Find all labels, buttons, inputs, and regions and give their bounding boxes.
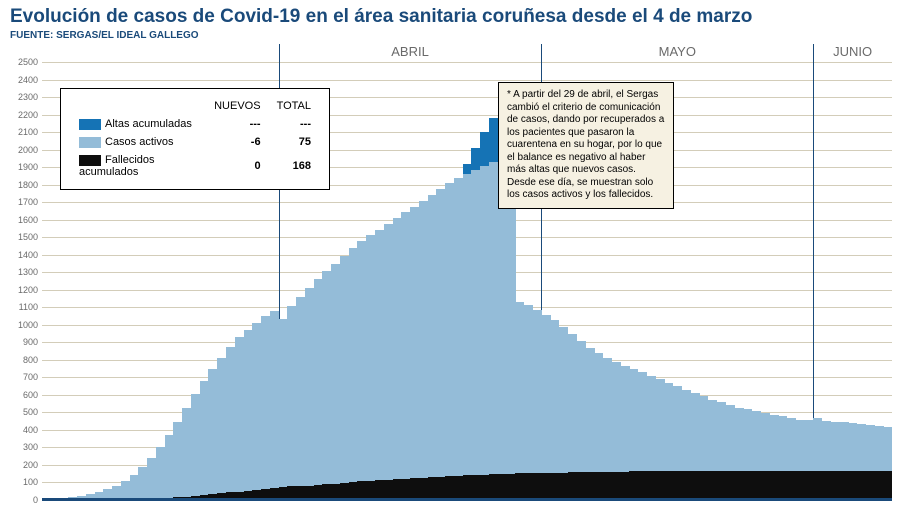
bar-seg-activos [883,427,892,471]
y-axis-label: 0 [4,495,38,505]
y-axis-label: 2300 [4,92,38,102]
legend-row: Fallecidos acumulados0168 [71,151,319,181]
y-axis-label: 2200 [4,110,38,120]
y-axis-label: 1300 [4,267,38,277]
legend-nuevos: 0 [206,151,268,181]
legend-header-nuevos: NUEVOS [206,97,268,115]
y-axis-label: 1500 [4,232,38,242]
baseline [42,498,892,501]
legend-swatch [79,137,101,148]
day-bar [883,427,892,500]
y-axis-label: 500 [4,407,38,417]
grid-line [42,80,892,81]
grid-line [42,62,892,63]
criteria-change-note: * A partir del 29 de abril, el Sergas ca… [498,82,674,209]
legend-row: Altas acumuladas ------ [71,115,319,133]
y-axis-label: 1200 [4,285,38,295]
legend-swatch [79,119,101,130]
legend-total: --- [269,115,319,133]
y-axis-label: 100 [4,477,38,487]
y-axis-label: 600 [4,390,38,400]
y-axis-label: 2000 [4,145,38,155]
legend-total: 168 [269,151,319,181]
y-axis-label: 1100 [4,302,38,312]
y-axis-label: 1000 [4,320,38,330]
y-axis-label: 800 [4,355,38,365]
legend-row: Casos activos -675 [71,133,319,151]
month-label: MAYO [659,44,696,59]
y-axis-label: 200 [4,460,38,470]
y-axis-label: 2400 [4,75,38,85]
legend-label: Casos activos [105,136,173,148]
y-axis-label: 900 [4,337,38,347]
y-axis-label: 1800 [4,180,38,190]
y-axis-label: 700 [4,372,38,382]
month-label: ABRIL [391,44,429,59]
y-axis-label: 1900 [4,162,38,172]
legend-header-total: TOTAL [269,97,319,115]
legend-box: NUEVOS TOTAL Altas acumuladas------Casos… [60,88,330,190]
y-axis-label: 1700 [4,197,38,207]
y-axis-label: 1400 [4,250,38,260]
legend-nuevos: -6 [206,133,268,151]
legend-label: Altas acumuladas [105,118,192,130]
y-axis-label: 300 [4,442,38,452]
y-axis-label: 400 [4,425,38,435]
legend-total: 75 [269,133,319,151]
chart-source: FUENTE: SERGAS/EL IDEAL GALLEGO [0,30,900,45]
y-axis-label: 1600 [4,215,38,225]
y-axis-label: 2100 [4,127,38,137]
chart-title: Evolución de casos de Covid-19 en el áre… [0,0,900,30]
month-label: JUNIO [833,44,872,59]
y-axis-label: 2500 [4,57,38,67]
bar-seg-fallecidos [883,471,892,500]
legend-swatch [79,155,101,166]
legend-nuevos: --- [206,115,268,133]
